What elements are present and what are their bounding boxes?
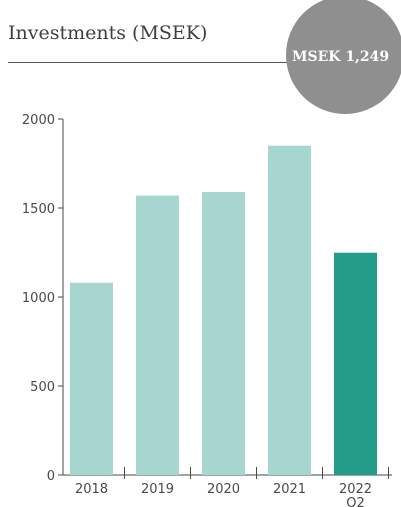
title-underline [8,62,290,63]
y-tick-label: 1500 [22,202,55,217]
y-tick-label: 0 [47,469,55,484]
bar-2018 [70,282,113,475]
y-tick-label: 500 [30,380,55,395]
x-tick-label: 2021 [273,482,306,497]
value-badge-label: MSEK 1,249 [292,49,390,65]
x-tick-label: Q2 [346,496,365,507]
x-tick-label: 2019 [141,482,174,497]
bar-2020 [202,191,245,476]
chart-title: Investments (MSEK) [8,22,208,44]
x-tick-label: 2022 [339,482,372,497]
x-tick-label: 2020 [207,482,240,497]
y-tick-label: 2000 [22,113,55,128]
x-tick-label: 2018 [75,482,108,497]
y-tick-label: 1000 [22,291,55,306]
bar-2021 [268,145,311,475]
bar-2022 [334,252,377,475]
bar-2019 [136,195,179,476]
value-badge [286,0,401,114]
